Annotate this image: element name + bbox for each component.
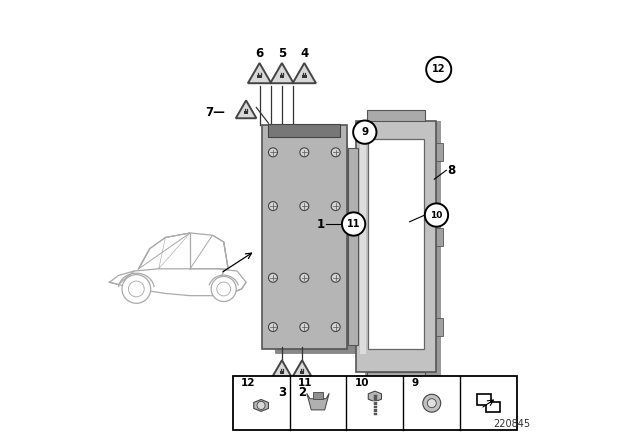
Polygon shape [368,391,381,402]
Text: 11: 11 [347,219,360,229]
Bar [436,318,444,336]
Text: 5: 5 [278,47,286,60]
Bar [262,125,347,349]
Text: 220845: 220845 [493,419,531,429]
Bar [280,75,284,78]
Circle shape [332,202,340,211]
Bar [257,75,262,78]
Text: 8: 8 [448,164,456,177]
Polygon shape [262,125,360,354]
Circle shape [426,57,451,82]
Circle shape [211,276,236,302]
Text: 9: 9 [361,127,369,137]
Bar [356,121,436,372]
Bar [348,148,358,345]
Circle shape [269,202,278,211]
Circle shape [300,273,309,282]
Text: 4: 4 [300,47,308,60]
Polygon shape [307,393,329,410]
Text: 9: 9 [412,378,419,388]
Circle shape [425,203,448,227]
Bar [312,392,323,399]
Bar [360,139,365,354]
Circle shape [332,148,340,157]
Circle shape [332,323,340,332]
Polygon shape [292,360,312,378]
Text: 10: 10 [430,211,443,220]
Polygon shape [270,63,294,83]
Polygon shape [477,394,500,412]
Bar [436,228,444,246]
Text: 7—: 7— [205,105,225,119]
Polygon shape [248,63,271,83]
Polygon shape [253,400,268,411]
Text: 10: 10 [355,378,369,388]
Bar [367,110,425,121]
Circle shape [332,273,340,282]
Bar [369,139,424,349]
Text: 3: 3 [278,386,286,399]
Bar [365,121,441,376]
Bar [302,75,307,78]
Circle shape [257,401,265,409]
Circle shape [217,282,230,296]
Circle shape [300,148,309,157]
Circle shape [269,273,278,282]
Circle shape [129,281,144,297]
Text: 11: 11 [298,378,312,388]
Polygon shape [271,360,292,378]
Bar [367,372,425,383]
Polygon shape [236,100,257,118]
Circle shape [428,399,436,408]
Bar [300,371,304,374]
Bar [269,124,340,137]
Text: 2: 2 [298,386,306,399]
Text: 12: 12 [241,378,255,388]
Bar [244,111,248,114]
Circle shape [300,323,309,332]
Bar [280,371,284,374]
Bar [233,376,517,430]
Circle shape [122,275,150,303]
Circle shape [269,148,278,157]
Circle shape [342,212,365,236]
Text: 1: 1 [316,217,324,231]
Circle shape [423,394,441,412]
Polygon shape [292,63,316,83]
Circle shape [300,202,309,211]
Text: 6: 6 [255,47,264,60]
Circle shape [353,121,376,144]
Circle shape [269,323,278,332]
Bar [436,143,444,161]
Text: 12: 12 [432,65,445,74]
